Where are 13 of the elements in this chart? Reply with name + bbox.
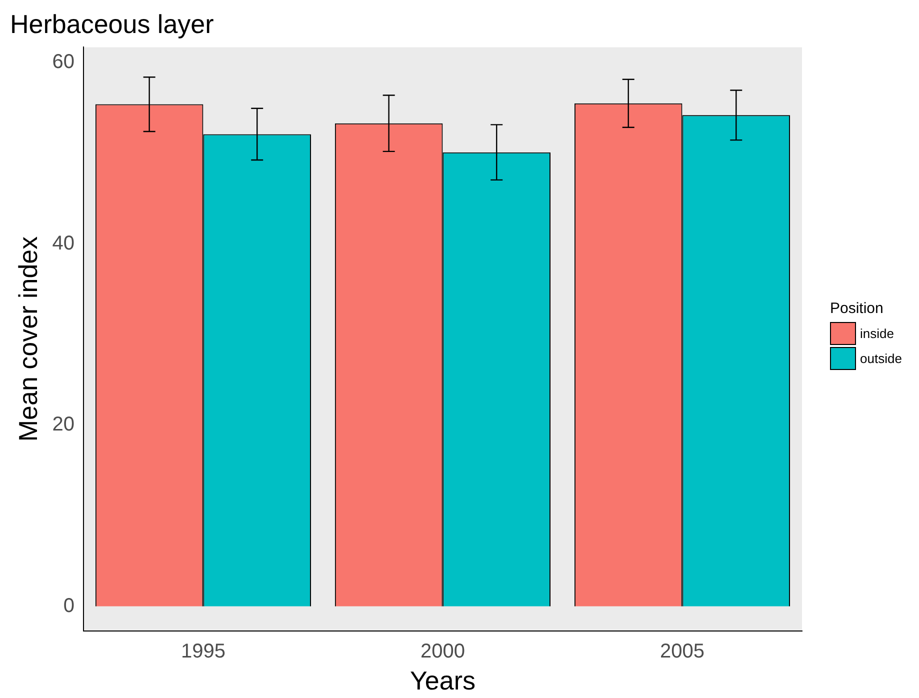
text: inside [860, 326, 894, 341]
y-tick-label: 0 [63, 594, 74, 617]
x-tick-label: 2005 [660, 640, 704, 662]
legend-label: outside [860, 351, 902, 366]
y-tick-label: 20 [52, 414, 74, 436]
x-tick-label: 2000 [420, 640, 465, 662]
y-axis-title: Mean cover index [12, 236, 43, 442]
x-axis-title: Years [410, 666, 476, 696]
y-tick-label: 40 [52, 232, 74, 254]
x-tick-label: 1995 [180, 640, 226, 662]
y-tick-label: 60 [52, 51, 74, 74]
chart-title: Herbaceous layer [10, 8, 214, 39]
legend-title: Position [830, 300, 884, 317]
